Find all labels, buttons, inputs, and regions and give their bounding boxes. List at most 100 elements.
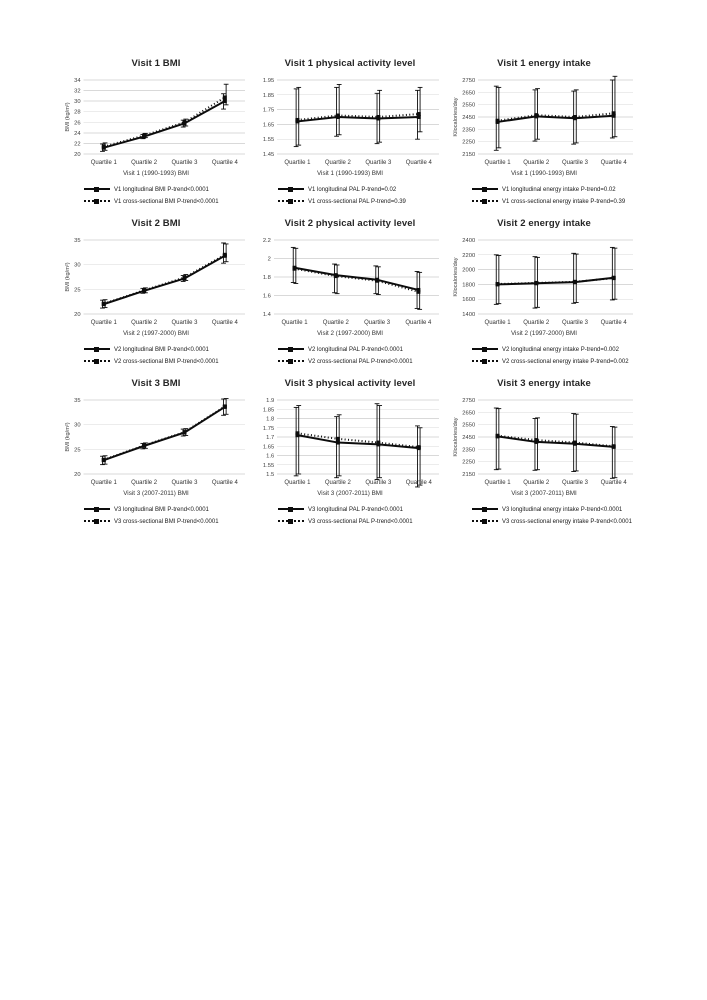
dotted-line-marker-icon: [84, 198, 110, 205]
chart-title: Visit 1 BMI: [131, 58, 181, 69]
chart-legend: V1 longitudinal energy intake P-trend=0.…: [472, 186, 638, 205]
chart-legend: V3 longitudinal BMI P-trend<0.0001 V3 cr…: [84, 506, 250, 525]
svg-text:2450: 2450: [462, 115, 475, 121]
solid-line-marker-icon: [472, 506, 498, 513]
dotted-line-marker-icon: [472, 518, 498, 525]
x-axis-label: Visit 3 (2007-2011) BMI: [123, 490, 189, 497]
legend-entry: V3 cross-sectional PAL P-trend<0.0001: [278, 518, 444, 525]
legend-entry: V3 longitudinal BMI P-trend<0.0001: [84, 506, 250, 513]
svg-text:2000: 2000: [462, 268, 475, 274]
x-axis-label: Visit 1 (1990-1993) BMI: [122, 170, 190, 177]
svg-text:20: 20: [74, 312, 80, 318]
svg-text:Quartile 4: Quartile 4: [601, 480, 628, 486]
chart-title: Visit 2 BMI: [131, 218, 181, 229]
chart-plot-area: 2150 2250 2350 2450 2550 2650 2750 Kilocalories…: [450, 395, 638, 488]
chart-plot-area: 2150 2250 2350 2450 2550 2650 2750 Kilocalories…: [450, 75, 638, 168]
svg-text:1.9: 1.9: [266, 398, 274, 404]
svg-text:Quartile 2: Quartile 2: [131, 160, 158, 166]
chart-cell-visit3-bmi: Visit 3 BMI 20 25 30 35 BMI (kg/m²) Quartile …: [62, 378, 250, 525]
legend-entry: V2 cross-sectional energy intake P-trend…: [472, 358, 638, 365]
legend-label: V2 longitudinal BMI P-trend<0.0001: [114, 346, 209, 353]
legend-label: V2 longitudinal energy intake P-trend=0.…: [502, 346, 619, 353]
legend-label: V2 cross-sectional energy intake P-trend…: [502, 358, 629, 365]
chart-legend: V3 longitudinal PAL P-trend<0.0001 V3 cr…: [278, 506, 444, 525]
chart-cell-visit2-energy: Visit 2 energy intake 1400 1600 1800 2000 22…: [450, 218, 638, 365]
dotted-line-marker-icon: [472, 358, 498, 365]
legend-entry: V1 longitudinal BMI P-trend<0.0001: [84, 186, 250, 193]
svg-text:1.55: 1.55: [263, 137, 274, 143]
x-axis-label: Visit 3 (2007-2011) BMI: [317, 490, 383, 497]
svg-text:Quartile 3: Quartile 3: [365, 480, 392, 486]
svg-text:2150: 2150: [462, 152, 475, 158]
x-axis-label: Visit 1 (1990-1993) BMI: [510, 170, 578, 177]
svg-text:1.45: 1.45: [263, 152, 274, 158]
x-axis-label: Visit 2 (1997-2000) BMI: [316, 330, 384, 337]
chart-legend: V2 longitudinal BMI P-trend<0.0001 V2 cr…: [84, 346, 250, 365]
dotted-line-marker-icon: [278, 518, 304, 525]
chart-cell-visit2-pal: Visit 2 physical activity level 1.4 1.6 1.…: [256, 218, 444, 365]
svg-text:Quartile 1: Quartile 1: [91, 480, 118, 486]
legend-entry: V1 longitudinal PAL P-trend=0.02: [278, 186, 444, 193]
legend-entry: V1 cross-sectional BMI P-trend<0.0001: [84, 198, 250, 205]
legend-entry: V2 longitudinal PAL P-trend<0.0001: [278, 346, 444, 353]
solid-line-marker-icon: [278, 186, 304, 193]
svg-text:1.75: 1.75: [263, 108, 274, 114]
svg-text:Quartile 4: Quartile 4: [406, 480, 433, 486]
svg-text:Quartile 1: Quartile 1: [282, 320, 309, 326]
x-axis-label: Visit 1 (1990-1993) BMI: [316, 170, 384, 177]
legend-label: V3 cross-sectional BMI P-trend<0.0001: [114, 518, 219, 525]
legend-entry: V3 longitudinal PAL P-trend<0.0001: [278, 506, 444, 513]
dotted-line-marker-icon: [278, 198, 304, 205]
svg-text:25: 25: [74, 447, 80, 453]
x-axis-label: Visit 3 (2007-2011) BMI: [511, 490, 577, 497]
legend-entry: V2 cross-sectional BMI P-trend<0.0001: [84, 358, 250, 365]
svg-text:1.95: 1.95: [263, 78, 274, 84]
chart-cell-visit1-energy: Visit 1 energy intake 2150 2250 2350 2450 25…: [450, 58, 638, 205]
legend-entry: V3 longitudinal energy intake P-trend<0.…: [472, 506, 638, 513]
chart-title: Visit 1 energy intake: [497, 58, 591, 69]
svg-text:1.75: 1.75: [263, 426, 274, 432]
chart-legend: V1 longitudinal BMI P-trend<0.0001 V1 cr…: [84, 186, 250, 205]
solid-line-marker-icon: [278, 346, 304, 353]
svg-text:Quartile 3: Quartile 3: [562, 320, 589, 326]
svg-text:Quartile 2: Quartile 2: [131, 480, 158, 486]
svg-text:Quartile 1: Quartile 1: [485, 320, 512, 326]
svg-text:2: 2: [268, 257, 271, 263]
chart-plot-area: 1400 1600 1800 2000 2200 2400 Kilocalories/day…: [450, 235, 638, 328]
chart-title: Visit 1 physical activity level: [284, 58, 416, 69]
legend-label: V3 longitudinal energy intake P-trend<0.…: [502, 506, 623, 513]
svg-text:Quartile 1: Quartile 1: [284, 160, 311, 166]
svg-text:1400: 1400: [462, 312, 475, 318]
chart-legend: V3 longitudinal energy intake P-trend<0.…: [472, 506, 638, 525]
svg-text:2550: 2550: [462, 103, 475, 109]
svg-text:1.8: 1.8: [263, 275, 271, 281]
legend-entry: V1 longitudinal energy intake P-trend=0.…: [472, 186, 638, 193]
svg-text:Quartile 4: Quartile 4: [601, 160, 628, 166]
svg-text:1600: 1600: [462, 297, 475, 303]
legend-label: V1 cross-sectional PAL P-trend=0.39: [308, 198, 406, 205]
chart-grid: Visit 1 BMI 20 22 24 26 28 30 32 34 BMI (kg/m²) Q…: [62, 58, 638, 525]
svg-text:Quartile 2: Quartile 2: [523, 320, 550, 326]
svg-text:BMI (kg/m²): BMI (kg/m²): [65, 262, 71, 291]
svg-text:30: 30: [74, 263, 80, 269]
chart-cell-visit2-bmi: Visit 2 BMI 20 25 30 35 BMI (kg/m²) Quartile …: [62, 218, 250, 365]
chart-cell-visit1-pal: Visit 1 physical activity level 1.45 1.55…: [256, 58, 444, 205]
svg-text:Quartile 3: Quartile 3: [364, 320, 391, 326]
legend-label: V1 cross-sectional BMI P-trend<0.0001: [114, 198, 219, 205]
legend-label: V1 longitudinal energy intake P-trend=0.…: [502, 186, 616, 193]
svg-text:Kilocalories/day: Kilocalories/day: [453, 97, 459, 136]
svg-text:Quartile 4: Quartile 4: [212, 320, 239, 326]
x-axis-label: Visit 2 (1997-2000) BMI: [122, 330, 190, 337]
svg-text:2150: 2150: [462, 472, 475, 478]
chart-legend: V2 longitudinal PAL P-trend<0.0001 V2 cr…: [278, 346, 444, 365]
svg-text:Quartile 2: Quartile 2: [323, 320, 350, 326]
svg-text:Quartile 3: Quartile 3: [562, 160, 589, 166]
svg-text:35: 35: [74, 238, 80, 244]
svg-text:Quartile 3: Quartile 3: [171, 160, 198, 166]
svg-text:1.55: 1.55: [263, 463, 274, 469]
svg-text:1.85: 1.85: [263, 407, 274, 413]
svg-text:2250: 2250: [462, 140, 475, 146]
chart-title: Visit 2 energy intake: [497, 218, 591, 229]
svg-text:1.65: 1.65: [263, 122, 274, 128]
svg-text:2.2: 2.2: [263, 238, 271, 244]
